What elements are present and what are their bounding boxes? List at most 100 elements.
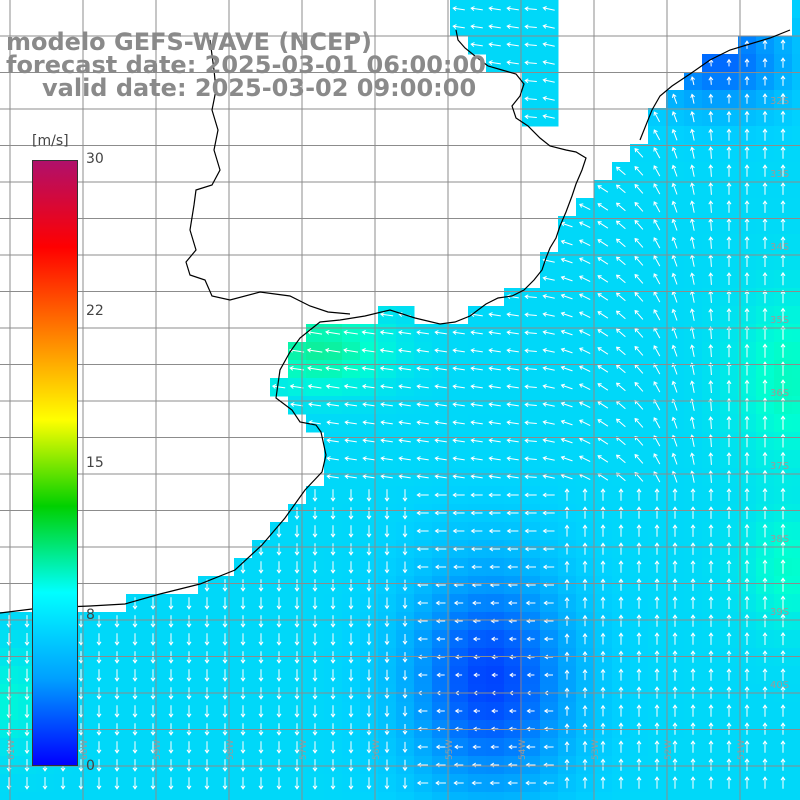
wind-arrow	[597, 185, 609, 193]
wind-arrow	[524, 528, 537, 534]
wind-arrow	[434, 384, 447, 389]
title-forecast-date: forecast date: 2025-03-01 06:00:00	[6, 51, 486, 79]
wind-arrow	[780, 415, 786, 430]
wind-arrow	[654, 506, 660, 519]
wind-arrow	[114, 633, 120, 646]
wind-arrow	[186, 669, 192, 682]
wind-arrow	[416, 330, 429, 335]
wind-speed-cell	[504, 792, 523, 800]
wind-arrow	[542, 438, 555, 443]
wind-arrow	[452, 456, 465, 461]
wind-arrow	[634, 273, 644, 284]
wind-arrow	[402, 634, 408, 645]
wind-speed-cell	[252, 792, 271, 800]
wind-arrow	[150, 759, 156, 772]
wind-arrow	[326, 474, 339, 479]
wind-arrow	[524, 456, 537, 462]
wind-speed-cell	[792, 216, 800, 235]
wind-arrow	[671, 164, 678, 177]
wind-arrow	[366, 597, 372, 610]
wind-arrow	[222, 615, 228, 628]
wind-arrow	[96, 759, 102, 772]
wind-arrow	[744, 272, 750, 285]
wind-arrow	[416, 474, 429, 479]
wind-arrow	[24, 615, 30, 628]
wind-arrow	[488, 384, 501, 389]
wind-speed-cell	[792, 774, 800, 793]
wind-arrow	[488, 492, 501, 498]
wind-arrow	[454, 636, 463, 642]
wind-speed-cell	[792, 702, 800, 721]
wind-arrow	[744, 613, 750, 628]
wind-arrow	[132, 777, 138, 790]
wind-arrow	[114, 741, 120, 754]
wind-arrow	[780, 704, 786, 717]
wind-speed-cell	[792, 360, 800, 379]
wind-arrow	[506, 312, 519, 317]
wind-arrow	[348, 507, 354, 520]
wind-arrow	[472, 636, 481, 642]
wind-arrow	[416, 402, 429, 407]
wind-arrow	[42, 777, 48, 790]
wind-arrow	[672, 596, 678, 609]
wind-arrow	[762, 110, 768, 123]
colorbar-tick: 15	[86, 455, 104, 471]
wind-arrow	[762, 289, 768, 304]
wind-arrow	[560, 419, 573, 426]
wind-arrow	[689, 182, 695, 195]
wind-arrow	[654, 560, 660, 573]
wind-arrow	[671, 236, 678, 249]
wind-arrow	[726, 614, 732, 627]
wind-arrow	[762, 704, 768, 717]
wind-arrow	[470, 348, 483, 353]
wind-speed-cell	[162, 792, 181, 800]
wind-arrow	[488, 456, 501, 461]
wind-arrow	[150, 615, 156, 628]
wind-arrow	[708, 308, 714, 321]
wind-arrow	[366, 759, 372, 772]
wind-arrow	[330, 615, 336, 628]
wind-arrow	[380, 474, 393, 479]
wind-arrow	[543, 600, 554, 606]
wind-arrow	[204, 597, 210, 610]
wind-arrow	[435, 780, 446, 786]
wind-arrow	[402, 777, 408, 790]
wind-arrow	[452, 330, 465, 335]
wind-arrow	[132, 705, 138, 718]
wind-speed-cell	[36, 792, 55, 800]
wind-arrow	[289, 384, 304, 389]
wind-arrow	[452, 420, 465, 425]
wind-arrow	[434, 474, 447, 479]
wind-arrow	[578, 203, 591, 211]
wind-arrow	[453, 564, 464, 570]
wind-arrow	[361, 348, 376, 353]
wind-arrow	[578, 257, 591, 265]
wind-speed-cell	[306, 792, 325, 800]
wind-speed-cell	[144, 792, 163, 800]
wind-arrow	[276, 633, 282, 646]
wind-arrow	[780, 343, 786, 358]
wind-arrow	[294, 615, 300, 628]
wind-arrow	[582, 488, 588, 501]
wind-arrow	[542, 276, 555, 281]
coastline	[0, 29, 587, 614]
wind-arrow	[726, 524, 732, 537]
wind-arrow	[762, 379, 768, 394]
wind-arrow	[762, 632, 768, 645]
wind-arrow	[78, 615, 84, 628]
wind-arrow	[222, 759, 228, 772]
wind-arrow	[672, 578, 678, 591]
wind-arrow	[366, 705, 372, 718]
wind-arrow	[634, 183, 644, 194]
wind-arrow	[240, 777, 246, 790]
wind-arrow	[744, 343, 750, 358]
wind-arrow	[434, 330, 447, 335]
wind-speed-cell	[450, 792, 469, 800]
wind-speed-cell	[414, 792, 433, 800]
wind-arrow	[708, 93, 714, 104]
wind-arrow	[597, 329, 609, 337]
wind-arrow	[326, 438, 339, 443]
wind-arrow	[618, 524, 624, 537]
wind-arrow	[780, 57, 786, 68]
wind-arrow	[653, 129, 661, 141]
